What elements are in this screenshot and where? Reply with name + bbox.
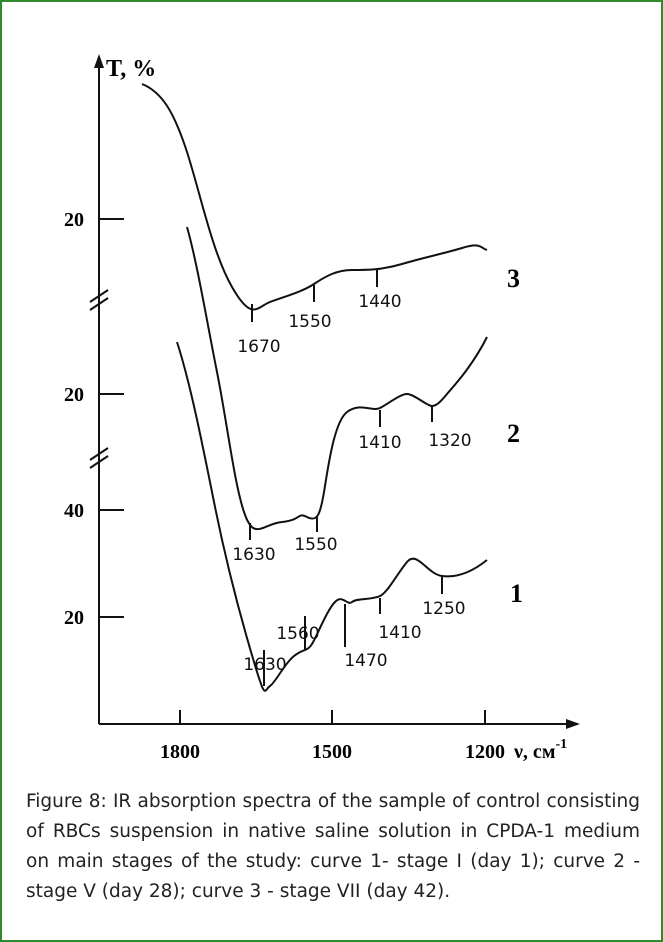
figure: 20 20 40 20 T, % 1800 1500 1200 ν, см-1 … [64,54,580,763]
x-tick-label: 1500 [312,741,352,763]
peak-label: 1630 [232,545,275,565]
peak-label: 1440 [358,292,401,312]
y-tick-label: 20 [64,607,84,629]
peak-label: 1320 [428,431,471,451]
peak-label: 1410 [358,433,401,453]
axis-title: T, % [106,56,156,82]
peak-label: 1550 [294,535,337,555]
x-axis-label-text: ν, см [513,741,555,763]
curve-label: 2 [507,419,520,448]
axis-break [89,289,109,311]
y-tick-label: 40 [64,500,84,522]
y-ticks [99,218,124,618]
spectrum-curve [141,83,488,311]
y-tick-label: 20 [64,209,84,231]
peak-label: 1550 [288,312,331,332]
x-tick-label: 1800 [160,741,200,763]
y-tick-label: 20 [64,384,84,406]
peak-label: 1410 [378,623,421,643]
peak-label: 1670 [237,337,280,357]
y-arrow [94,54,104,68]
x-axis-exponent: -1 [555,737,567,752]
curve-label: 3 [507,264,520,293]
x-tick-label: 1200 [465,741,505,763]
peak-markers [263,576,443,686]
peak-markers [251,270,378,322]
peak-label: 1250 [422,599,465,619]
peak-label: 1630 [243,655,286,675]
peak-markers [249,406,433,540]
x-axis-label: ν, см-1 [513,737,567,763]
peak-label: 1470 [344,651,387,671]
figure-caption: Figure 8: IR absorption spectra of the s… [26,791,640,902]
x-arrow [566,719,580,729]
axis-break [89,447,109,469]
peak-label: 1560 [276,624,319,644]
spectrum-curve [176,341,488,692]
x-ticks [179,710,486,724]
curve-label: 1 [510,579,523,608]
